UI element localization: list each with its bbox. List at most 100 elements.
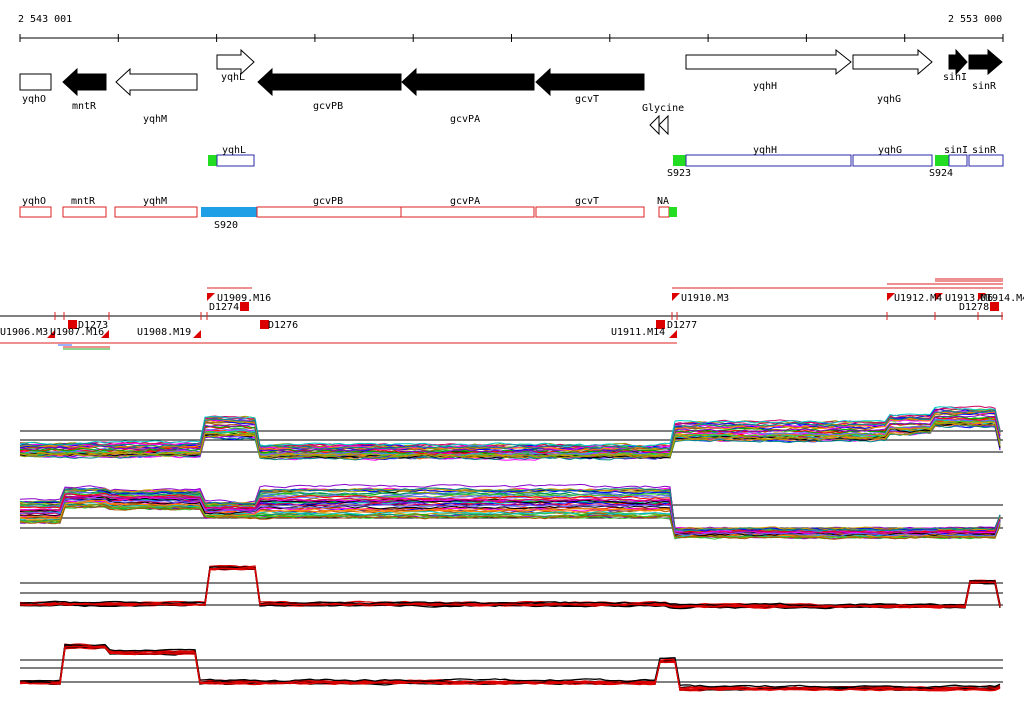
expression-track-forward-multi xyxy=(19,405,1003,461)
gene-track: yqhO mntR yqhM yqhL gcvPB gcvPA gcvT yqh… xyxy=(19,48,1003,136)
forward-unit-label-yqhG: yqhG xyxy=(878,145,902,156)
reverse-unit-gcvPA[interactable] xyxy=(400,206,535,218)
expression-profile-line xyxy=(19,505,1001,540)
boundary-flag-icon xyxy=(978,293,986,301)
reverse-unit-label-yqhO: yqhO xyxy=(22,196,46,207)
expression-profile-line xyxy=(19,410,1001,451)
promoter-start-marker xyxy=(208,155,217,166)
junction-marker-D1276 xyxy=(260,320,269,329)
forward-unit-yqhL[interactable] xyxy=(216,154,255,167)
forward-unit-label-sinI: sinI xyxy=(944,145,968,156)
boundary-flag-icon xyxy=(47,330,55,338)
reverse-unit-yqhO[interactable] xyxy=(19,206,52,218)
ruler-start-label: 2 543 001 xyxy=(18,14,72,25)
boundary-flag-icon xyxy=(672,293,680,301)
gene-label-yqhH: yqhH xyxy=(753,81,777,92)
site-label-S923: S923 xyxy=(667,168,691,179)
boundary-flag-icon xyxy=(193,330,201,338)
transcript-segments: U1909.M16 D1274 U1910.M3 U1912.M4 U1913.… xyxy=(0,278,1024,350)
gene-label-sinR: sinR xyxy=(972,81,997,92)
expression-track-reverse-pair xyxy=(19,643,1003,692)
site-label-S924: S924 xyxy=(929,168,953,179)
riboswitch-label: Glycine xyxy=(642,103,684,114)
expression-profile-line xyxy=(19,643,1001,689)
site-label-S920: S920 xyxy=(214,220,238,231)
boundary-flag-icon xyxy=(101,330,109,338)
forward-unit-label-yqhH: yqhH xyxy=(753,145,777,156)
expression-profile-line xyxy=(19,497,1001,536)
gene-arrow-mntR[interactable] xyxy=(62,67,107,97)
expression-track-forward-pair xyxy=(19,565,1003,610)
segment-label-D1276: D1276 xyxy=(268,320,298,331)
reverse-unit-gcvT[interactable] xyxy=(535,206,645,218)
junction-marker-D1274 xyxy=(240,302,249,311)
coordinate-ruler: 2 543 001 2 553 000 xyxy=(18,14,1004,42)
expression-profile-line xyxy=(19,409,1001,451)
expression-profile-line xyxy=(19,498,1001,537)
gene-label-gcvPB: gcvPB xyxy=(313,101,343,112)
gene-arrow-yqhG[interactable] xyxy=(852,48,933,76)
forward-unit-sinR[interactable] xyxy=(968,154,1004,167)
boundary-flag-icon xyxy=(669,330,677,338)
expression-profile-line xyxy=(19,645,1001,692)
expression-profile-line xyxy=(19,424,1001,461)
gene-label-sinI: sinI xyxy=(943,72,967,83)
expression-profile-line xyxy=(19,487,1001,532)
reverse-unit-NA[interactable] xyxy=(658,206,670,218)
expression-profile-line xyxy=(19,494,1001,535)
reverse-unit-label-gcvPB: gcvPB xyxy=(313,196,343,207)
expression-profile-line xyxy=(19,414,1001,454)
segment-label-U1912-M4: U1912.M4 xyxy=(894,293,942,304)
gene-arrow-gcvPA[interactable] xyxy=(401,67,535,97)
expression-profile-line xyxy=(19,483,1001,531)
gene-label-yqhO: yqhO xyxy=(22,94,46,105)
expression-track-reverse-multi xyxy=(19,483,1003,540)
boundary-flag-icon xyxy=(887,293,895,301)
reverse-unit-gcvPB[interactable] xyxy=(256,206,402,218)
reverse-unit-label-mntR: mntR xyxy=(71,196,96,207)
gene-arrow-yqhH[interactable] xyxy=(685,48,852,76)
reverse-unit-label-gcvT: gcvT xyxy=(575,196,599,207)
reverse-unit-label-NA: NA xyxy=(657,196,669,207)
reverse-unit-mntR[interactable] xyxy=(62,206,107,218)
gene-box-yqhO[interactable] xyxy=(19,73,52,91)
promoter-start-marker xyxy=(669,207,677,217)
expression-profile-line xyxy=(19,566,1001,608)
reverse-unit-label-yqhM: yqhM xyxy=(143,196,167,207)
gene-arrow-gcvT[interactable] xyxy=(535,67,645,97)
expression-profile-line xyxy=(19,488,1001,532)
segment-label-U1911-M14: U1911.M14 xyxy=(611,327,665,338)
expression-profile-line xyxy=(19,565,1001,607)
forward-transcription-units: yqhL yqhH yqhG sinI sinR S923 S924 xyxy=(208,145,1004,179)
expression-profile-line xyxy=(19,421,1001,458)
segment-label-U1909-M16: U1909.M16 xyxy=(217,293,271,304)
forward-unit-yqhH[interactable] xyxy=(685,154,852,167)
segment-label-U1906-M3: U1906.M3 xyxy=(0,327,48,338)
gene-arrow-yqhM[interactable] xyxy=(115,67,198,97)
riboswitch-marker-icon xyxy=(658,114,669,136)
reverse-unit-yqhM[interactable] xyxy=(114,206,198,218)
forward-unit-label-yqhL: yqhL xyxy=(222,145,246,156)
segment-label-D1274: D1274 xyxy=(209,302,239,313)
gene-arrow-gcvPB[interactable] xyxy=(257,67,402,97)
gene-arrow-yqhL[interactable] xyxy=(216,48,255,76)
segment-label-U1910-M3: U1910.M3 xyxy=(681,293,729,304)
promoter-start-marker xyxy=(935,155,949,166)
forward-unit-sinI[interactable] xyxy=(948,154,968,167)
expression-profile-line xyxy=(19,406,1001,448)
segment-label-D1277: D1277 xyxy=(667,320,697,331)
gene-arrow-sinI[interactable] xyxy=(948,48,968,76)
expression-profile-line xyxy=(19,565,1001,608)
expression-profile-line xyxy=(19,418,1001,456)
segment-label-D1278: D1278 xyxy=(959,302,989,313)
segment-label-U1907-M16: U1907.M16 xyxy=(50,327,104,338)
gene-arrow-sinR[interactable] xyxy=(968,48,1003,76)
forward-unit-yqhG[interactable] xyxy=(852,154,933,167)
reverse-unit-label-gcvPA: gcvPA xyxy=(450,196,480,207)
junction-marker-D1278 xyxy=(990,302,999,311)
ruler-end-label: 2 553 000 xyxy=(948,14,1002,25)
gene-label-gcvT: gcvT xyxy=(575,94,599,105)
gene-label-mntR: mntR xyxy=(72,101,97,112)
site-highlight-S920[interactable] xyxy=(201,207,257,217)
forward-unit-label-sinR: sinR xyxy=(972,145,997,156)
